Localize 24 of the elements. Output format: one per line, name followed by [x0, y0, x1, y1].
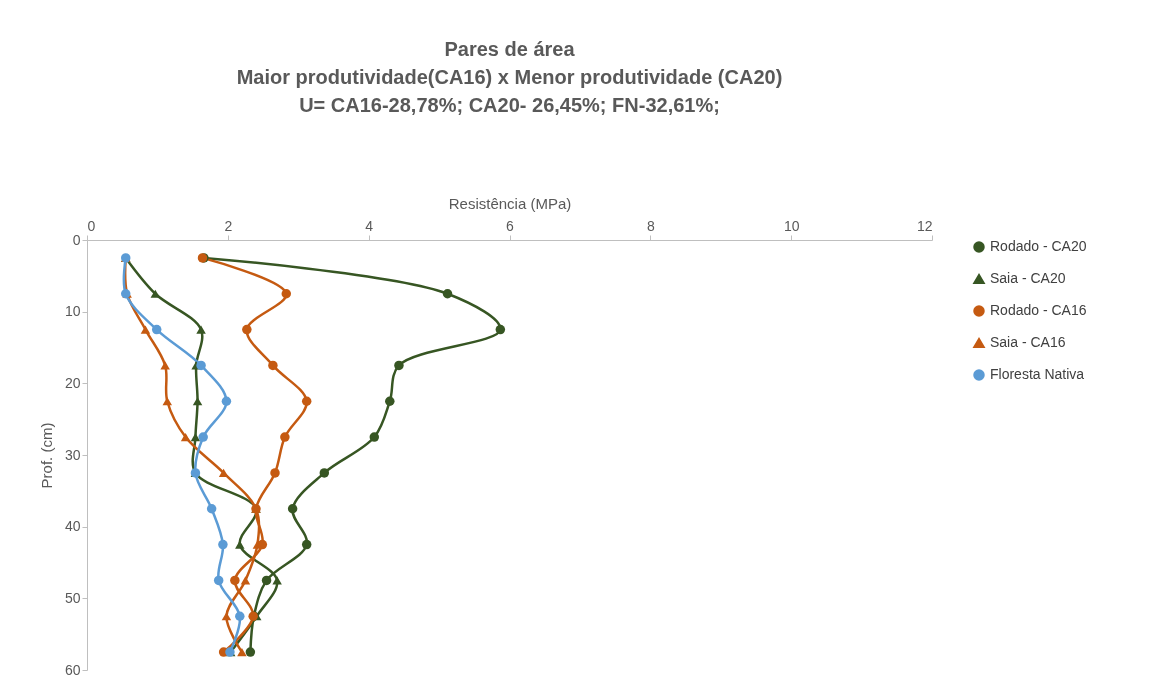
- y-tick-label: 40: [64, 518, 81, 535]
- text: Maior produtividade(CA16) x Menor produtividade (CA20): [236, 66, 783, 88]
- x-tick-label: 4: [365, 217, 374, 234]
- text: Pares de área: [444, 38, 575, 60]
- y-tick-label: 20: [64, 374, 81, 391]
- y-tick-label: 50: [64, 589, 81, 606]
- x-tick-label: 8: [646, 217, 655, 234]
- legend-label: Rodado - CA16: [990, 302, 1087, 318]
- x-tick-label: 6: [506, 217, 515, 234]
- x-tick-label: 0: [87, 217, 96, 234]
- legend-label: Saia - CA20: [990, 270, 1066, 286]
- y-tick-label: 30: [64, 446, 81, 463]
- legend-label: Floresta Nativa: [990, 366, 1085, 382]
- y-axis-title: Prof. (cm): [37, 422, 55, 489]
- x-tick-label: 2: [224, 217, 233, 234]
- y-tick-label: 60: [64, 661, 81, 678]
- legend-label: Rodado - CA20: [990, 238, 1087, 254]
- y-tick-label: 10: [64, 303, 81, 320]
- x-axis-title: Resistência (MPa): [448, 194, 572, 212]
- legend-label: Saia - CA16: [990, 334, 1066, 350]
- y-tick-label: 0: [72, 231, 81, 248]
- text: U= CA16-28,78%; CA20- 26,45%; FN-32,61%;: [299, 94, 720, 116]
- x-tick-label: 12: [916, 217, 933, 234]
- x-tick-label: 10: [783, 217, 800, 234]
